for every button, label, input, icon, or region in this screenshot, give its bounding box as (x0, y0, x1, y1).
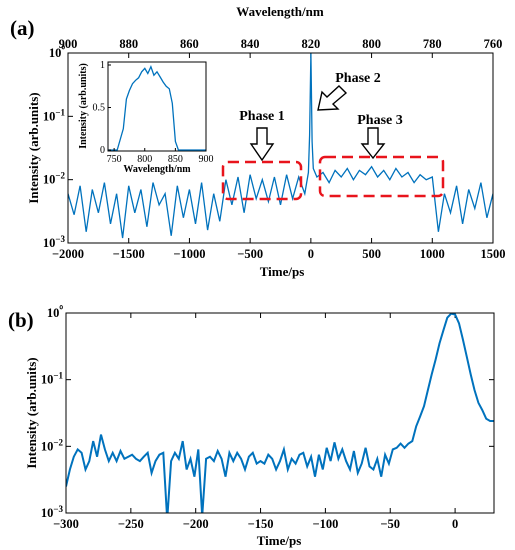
panel-b-series-line (66, 313, 494, 513)
panel-a-x-tick-label: −2000 (52, 247, 84, 261)
panel-b-label: (b) (8, 308, 34, 332)
phase-3-box (318, 155, 445, 198)
inset-x-tick-label: 750 (107, 154, 122, 165)
panel-b: (b) Time/ps Intensity (arb.units) −300 −2… (8, 304, 495, 548)
inset-ticks: 750 800 850 900 0 0.5 1 (93, 60, 214, 165)
panel-a-x-tick-label: −1500 (113, 247, 145, 261)
inset-y-tick-label: 0 (100, 145, 105, 156)
panel-a-x-tick-label: 1500 (481, 247, 506, 261)
panel-b-x-axis-label: Time/ps (257, 533, 302, 548)
panel-a-y-tick-label: 10−1 (43, 107, 66, 123)
panel-a-label: (a) (10, 16, 35, 40)
panel-a-y-tick-label: 10−3 (43, 234, 66, 250)
panel-a-series-line (68, 53, 493, 239)
inset-y-tick-label: 1 (100, 60, 105, 71)
panel-a-ticks: −2000 −1500 −1000 −500 0 500 1000 1500 900 880 860… (43, 37, 506, 261)
inset-x-axis-label: Wavelength/nm (123, 164, 191, 175)
panel-a-x-tick-label: −500 (237, 247, 263, 261)
panel-b-x-tick-label: −250 (118, 517, 144, 531)
panel-b-ticks: −300 −250 −200 −150 −100 −50 0 10−3 10−2 10−1 10⁰ (41, 304, 494, 531)
panel-a: (a) Wavelength/nm Time/ps Intensity (arb… (10, 4, 506, 279)
inset-x-tick-label: 850 (168, 154, 183, 165)
panel-b-x-tick-label: −50 (380, 517, 400, 531)
panel-b-y-tick-label: 10−2 (41, 437, 64, 453)
panel-a-top-tick-label: 860 (180, 37, 199, 51)
panel-b-frame (65, 312, 495, 514)
inset-x-tick-label: 800 (137, 154, 152, 165)
phase-3-arrow-icon (360, 127, 386, 160)
phase-1-label: Phase 1 (239, 109, 285, 124)
inset-x-tick-label: 900 (199, 154, 214, 165)
panel-a-top-tick-label: 760 (484, 37, 503, 51)
panel-a-x-tick-label: 500 (362, 247, 381, 261)
inset-series-line (108, 64, 206, 151)
phase-1-arrow-icon (249, 127, 275, 162)
inset-spectrum: 750 800 850 900 0 0.5 1 Wavelength/nm Intensit… (78, 60, 214, 175)
inset-y-tick-label: 0.5 (93, 103, 106, 114)
phase-2-label: Phase 2 (335, 71, 381, 86)
phase-3-label: Phase 3 (357, 113, 403, 128)
panel-a-top-tick-label: 800 (362, 37, 381, 51)
panel-a-y-tick-label: 10⁰ (49, 44, 66, 60)
panel-a-x-tick-label: 1000 (420, 247, 445, 261)
panel-a-x-tick-label: 0 (308, 247, 314, 261)
panel-a-top-tick-label: 880 (119, 37, 138, 51)
panel-b-x-tick-label: 0 (452, 517, 458, 531)
panel-a-x-axis-label: Time/ps (260, 264, 305, 279)
panel-b-y-axis-label: Intensity (arb.units) (24, 357, 39, 468)
panel-a-top-tick-label: 820 (301, 37, 320, 51)
panel-a-frame (67, 52, 494, 244)
panel-b-y-tick-label: 10−1 (41, 371, 64, 387)
panel-a-top-tick-label: 780 (423, 37, 442, 51)
phase-2-arrow-icon (317, 85, 348, 111)
inset-y-axis-label: Intensity (arb.units) (78, 63, 89, 149)
panel-b-x-tick-label: −200 (183, 517, 209, 531)
panel-b-x-tick-label: −100 (312, 517, 338, 531)
panel-b-x-tick-label: −150 (248, 517, 274, 531)
panel-a-y-axis-label: Intensity (arb.units) (26, 92, 41, 203)
panel-a-y-tick-label: 10−2 (43, 171, 66, 187)
inset-frame (107, 61, 207, 152)
panel-a-top-tick-label: 900 (59, 37, 78, 51)
phase-1-box (221, 160, 303, 201)
panel-b-y-tick-label: 10⁰ (47, 304, 64, 320)
panel-a-x-tick-label: −1000 (173, 247, 205, 261)
top-axis-label: Wavelength/nm (236, 4, 324, 19)
panel-b-x-tick-label: −300 (53, 517, 79, 531)
panel-a-top-tick-label: 840 (241, 37, 260, 51)
panel-b-y-tick-label: 10−3 (41, 504, 64, 520)
